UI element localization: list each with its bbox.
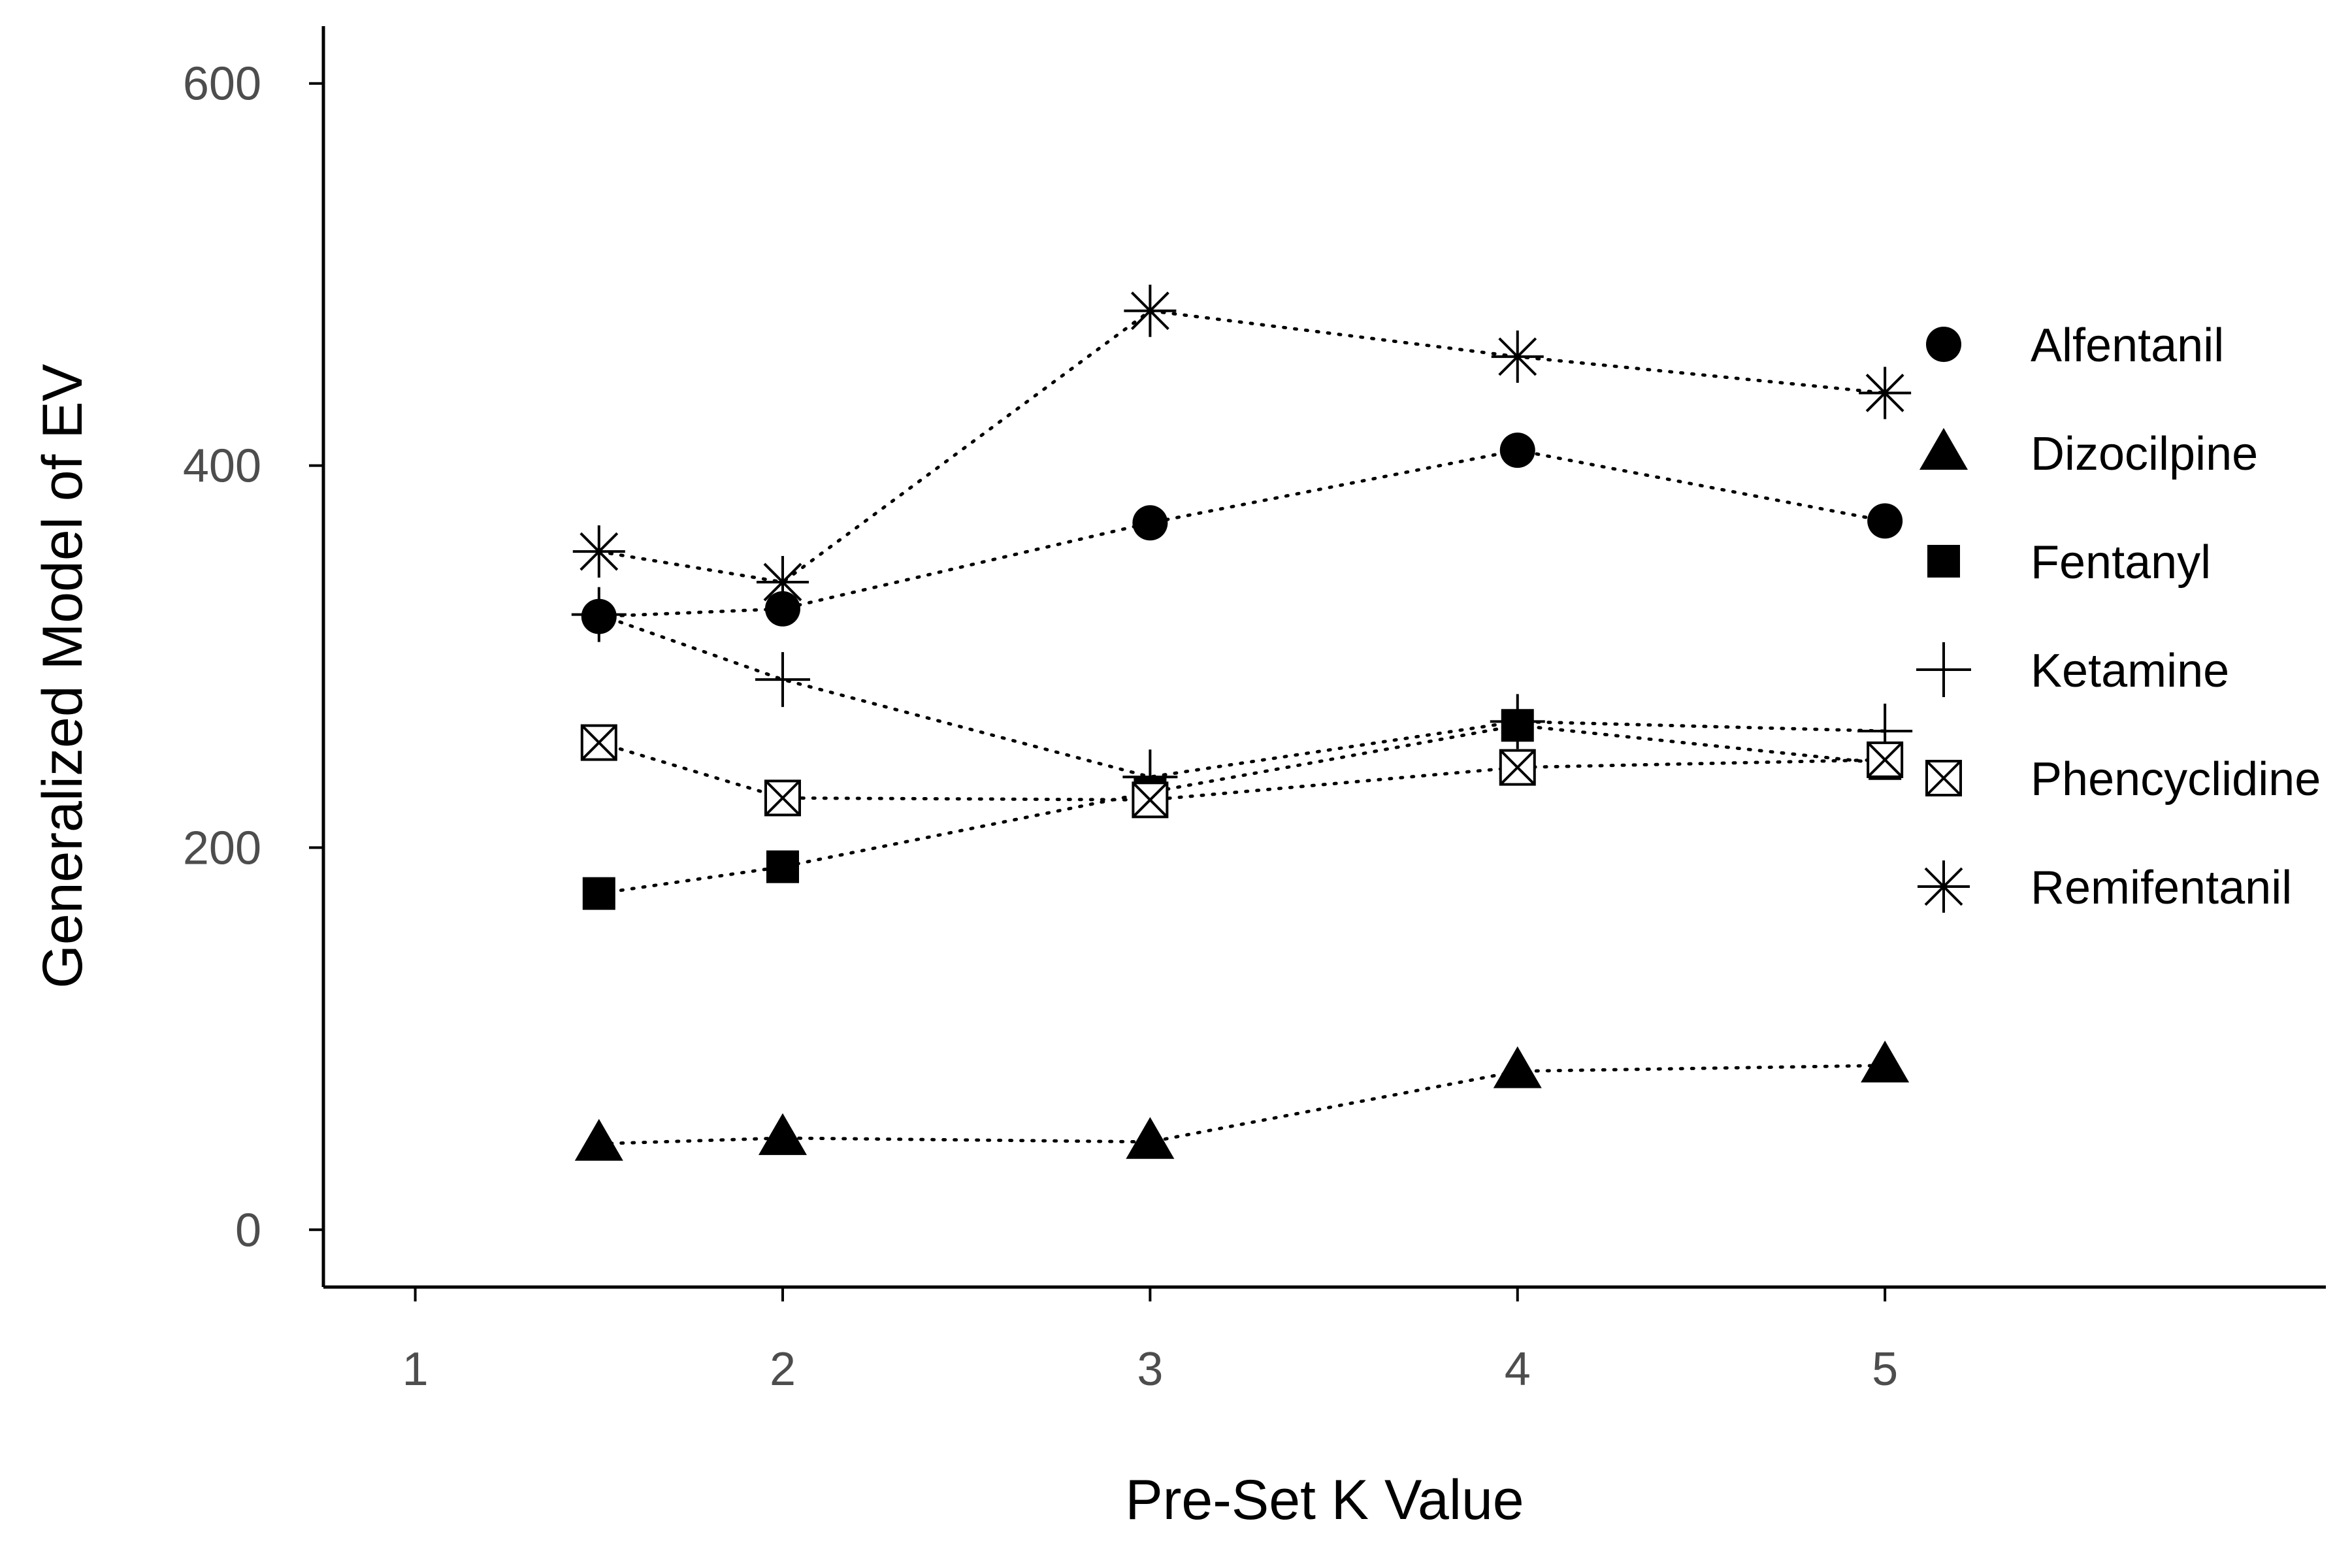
legend-key-fentanyl xyxy=(1927,545,1960,578)
point-dizocilpine-1 xyxy=(758,1113,807,1155)
y-tick-label-400: 400 xyxy=(183,440,261,493)
point-phencyclidine-1 xyxy=(764,779,801,817)
legend-label-ketamine: Ketamine xyxy=(2031,645,2229,697)
point-remifentanil-4 xyxy=(1859,367,1912,419)
series-markers xyxy=(571,284,1913,1161)
point-remifentanil-1 xyxy=(756,555,809,608)
legend: Alfentanil Dizocilpine Fentanyl Ketamine Phe… xyxy=(1916,319,2321,914)
point-ketamine-3 xyxy=(1490,694,1545,749)
x-tick-label-5: 5 xyxy=(1872,1343,1898,1396)
series-line-fentanyl xyxy=(597,723,1887,896)
point-phencyclidine-3 xyxy=(1499,749,1536,786)
series-line-remifentanil xyxy=(597,309,1887,584)
point-remifentanil-0 xyxy=(572,525,625,578)
x-axis-title: Pre-Set K Value xyxy=(1125,1469,1524,1531)
point-alfentanil-2 xyxy=(1132,505,1168,541)
point-alfentanil-1 xyxy=(764,591,800,627)
point-ketamine-0 xyxy=(571,587,627,642)
point-remifentanil-3 xyxy=(1491,330,1544,383)
point-dizocilpine-4 xyxy=(1861,1040,1910,1083)
legend-key-alfentanil xyxy=(1926,327,1961,362)
series-line-alfentanil xyxy=(597,448,1887,619)
point-dizocilpine-0 xyxy=(574,1119,623,1161)
point-remifentanil-2 xyxy=(1124,284,1177,337)
y-axis-title: Generalized Model of EV xyxy=(31,364,94,988)
x-tick-label-2: 2 xyxy=(770,1343,796,1396)
x-tick-label-1: 1 xyxy=(402,1343,429,1396)
x-tick-label-3: 3 xyxy=(1137,1343,1163,1396)
legend-key-ketamine xyxy=(1916,642,1971,697)
legend-label-phencyclidine: Phencyclidine xyxy=(2031,753,2321,806)
point-dizocilpine-3 xyxy=(1493,1046,1542,1088)
point-fentanyl-0 xyxy=(582,877,615,910)
x-tick-label-4: 4 xyxy=(1505,1343,1531,1396)
series-lines xyxy=(597,309,1887,1146)
legend-label-fentanyl: Fentanyl xyxy=(2031,536,2211,589)
point-ketamine-1 xyxy=(755,652,810,708)
series-line-dizocilpine xyxy=(597,1064,1887,1146)
y-tick-label-200: 200 xyxy=(183,822,261,874)
legend-key-dizocilpine xyxy=(1919,428,1968,470)
legend-label-dizocilpine: Dizocilpine xyxy=(2031,428,2258,480)
y-tick-label-600: 600 xyxy=(183,58,261,110)
x-axis-ticks: 1 2 3 4 5 xyxy=(402,1287,1898,1396)
legend-label-alfentanil: Alfentanil xyxy=(2031,319,2224,372)
point-alfentanil-4 xyxy=(1867,503,1903,539)
point-phencyclidine-0 xyxy=(580,724,617,761)
y-axis-ticks: 0 200 400 600 xyxy=(183,58,323,1256)
series-line-ketamine xyxy=(597,613,1887,779)
y-tick-label-0: 0 xyxy=(235,1204,261,1256)
point-dizocilpine-2 xyxy=(1126,1117,1175,1159)
legend-key-remifentanil xyxy=(1918,860,1970,913)
point-fentanyl-1 xyxy=(766,850,799,883)
point-alfentanil-3 xyxy=(1499,433,1535,468)
legend-key-phencyclidine xyxy=(1925,760,1962,796)
axes: 0 200 400 600 1 2 3 4 5 xyxy=(183,26,2326,1396)
point-phencyclidine-2 xyxy=(1132,781,1169,819)
legend-label-remifentanil: Remifentanil xyxy=(2031,862,2292,914)
point-phencyclidine-4 xyxy=(1867,741,1904,778)
